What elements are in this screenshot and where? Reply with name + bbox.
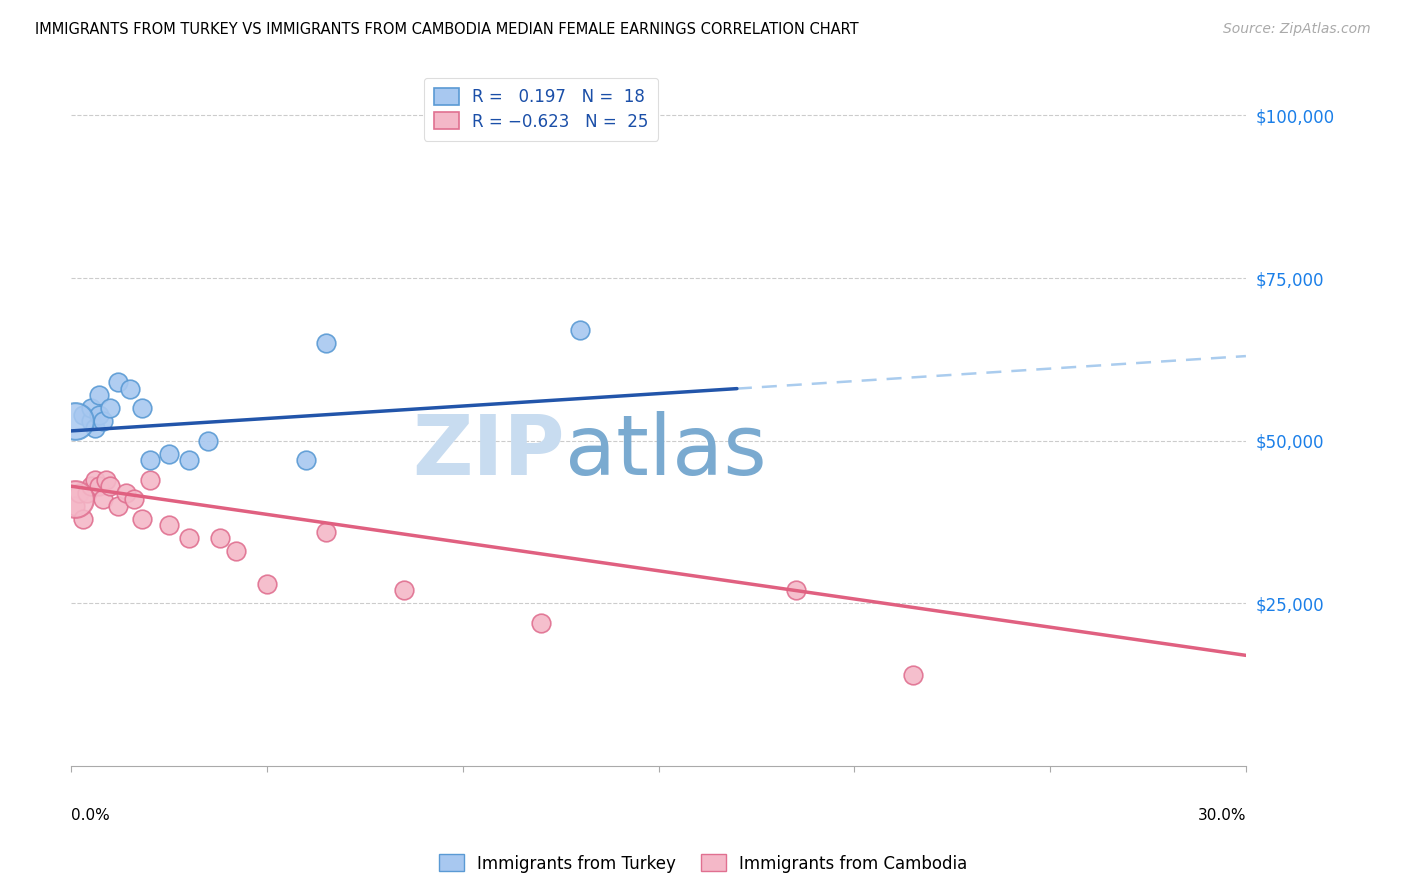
Point [91, 492, 114, 507]
Point [131, 512, 153, 526]
Point [87, 408, 110, 422]
Point [100, 401, 122, 416]
Point [67, 485, 90, 500]
Point [107, 375, 129, 389]
Point [208, 531, 231, 545]
Point [225, 544, 247, 558]
Point [901, 668, 924, 682]
Point [315, 524, 337, 539]
Point [569, 323, 592, 337]
Point [91, 414, 114, 428]
Point [107, 499, 129, 513]
Point [72, 512, 94, 526]
Point [72, 408, 94, 422]
Text: 0.0%: 0.0% [72, 808, 110, 823]
Point [63, 499, 86, 513]
Point [83, 473, 105, 487]
Text: IMMIGRANTS FROM TURKEY VS IMMIGRANTS FROM CAMBODIA MEDIAN FEMALE EARNINGS CORREL: IMMIGRANTS FROM TURKEY VS IMMIGRANTS FRO… [35, 22, 859, 37]
Point [63, 414, 86, 428]
Legend: Immigrants from Turkey, Immigrants from Cambodia: Immigrants from Turkey, Immigrants from … [432, 847, 974, 880]
Point [392, 583, 415, 598]
Point [80, 479, 103, 493]
Point [157, 518, 180, 533]
Point [177, 531, 200, 545]
Legend: R =   0.197   N =  18, R = −0.623   N =  25: R = 0.197 N = 18, R = −0.623 N = 25 [423, 78, 658, 141]
Point [122, 492, 145, 507]
Point [80, 414, 103, 428]
Point [131, 401, 153, 416]
Point [157, 447, 180, 461]
Point [138, 473, 160, 487]
Point [87, 479, 110, 493]
Point [197, 434, 219, 448]
Text: ZIP: ZIP [412, 411, 565, 492]
Point [118, 382, 141, 396]
Point [295, 453, 318, 467]
Point [96, 473, 118, 487]
Point [785, 583, 807, 598]
Text: atlas: atlas [565, 411, 766, 492]
Point [76, 485, 98, 500]
Point [530, 615, 553, 630]
Point [256, 576, 278, 591]
Point [83, 420, 105, 434]
Point [63, 492, 86, 507]
Point [177, 453, 200, 467]
Point [80, 401, 103, 416]
Point [315, 336, 337, 351]
Point [100, 479, 122, 493]
Text: 30.0%: 30.0% [1198, 808, 1246, 823]
Point [115, 485, 138, 500]
Text: Source: ZipAtlas.com: Source: ZipAtlas.com [1223, 22, 1371, 37]
Point [138, 453, 160, 467]
Point [87, 388, 110, 402]
